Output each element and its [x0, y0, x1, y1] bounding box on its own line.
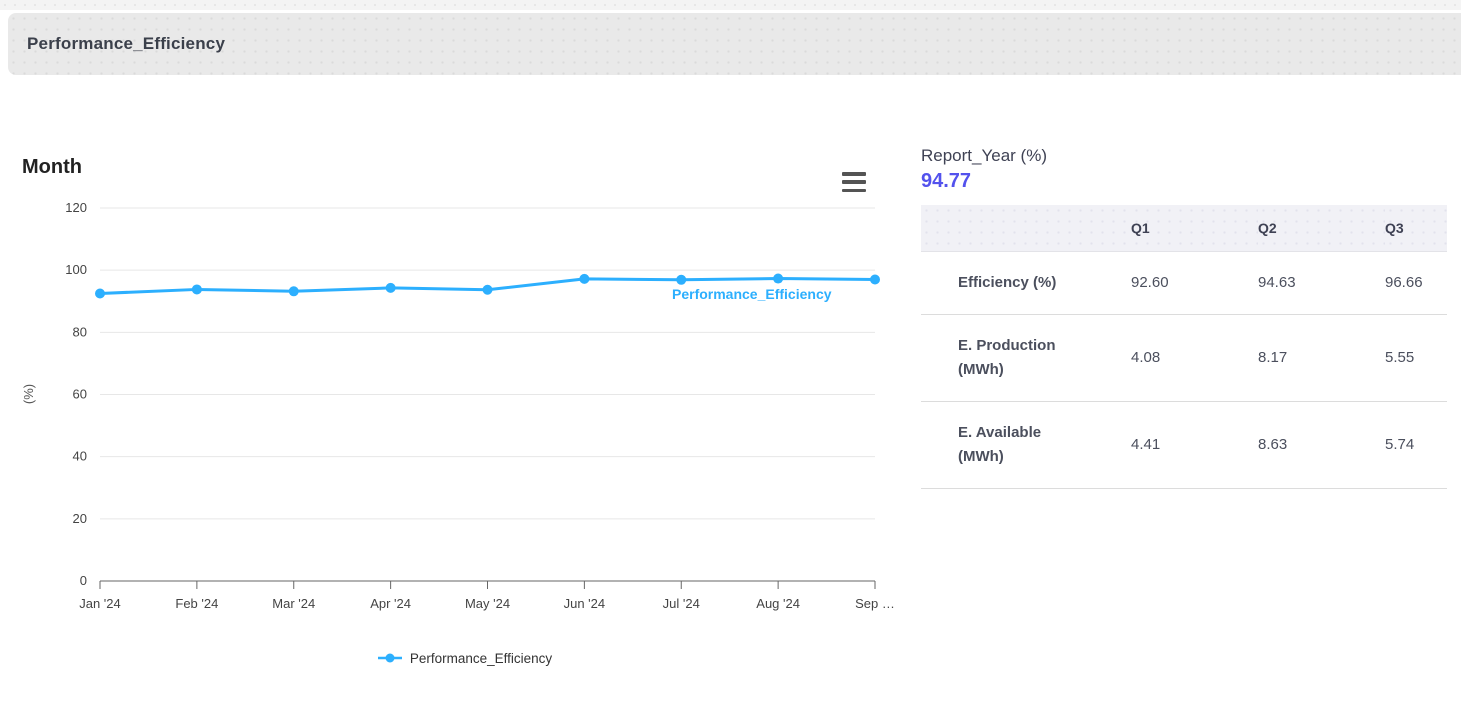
y-axis-tick-label: 120: [65, 200, 87, 215]
cell-value: 8.63: [1258, 401, 1385, 489]
y-axis-title: (%): [21, 384, 36, 404]
y-axis-tick-label: 0: [80, 573, 87, 588]
table-row: E. Production (MWh) 4.08 8.17 5.55: [921, 314, 1447, 402]
hamburger-bar: [842, 180, 866, 184]
x-axis-tick-label: Jan '24: [79, 596, 121, 611]
row-label: E. Production (MWh): [958, 337, 1056, 378]
cell-value: 8.17: [1258, 314, 1385, 402]
quarterly-report-table: Q1 Q2 Q3 Efficiency (%) 92.60 94.63 96.66 E. P…: [921, 205, 1447, 489]
data-point[interactable]: [579, 273, 590, 284]
data-point[interactable]: [385, 282, 396, 293]
hamburger-bar: [842, 172, 866, 176]
data-point[interactable]: [773, 273, 784, 284]
series-label: Performance_Efficiency: [672, 286, 832, 302]
data-point[interactable]: [95, 288, 105, 299]
cell-value: 4.08: [1131, 314, 1258, 402]
panel-header: Performance_Efficiency: [8, 13, 1461, 75]
summary-value: 94.77: [921, 170, 972, 192]
x-axis-tick-label: Sep …: [855, 596, 895, 611]
data-point[interactable]: [482, 284, 493, 295]
cell-value: 5.55: [1385, 314, 1447, 402]
chart-title: Month: [22, 156, 82, 178]
table-header-q2: Q2: [1258, 205, 1385, 252]
data-point[interactable]: [191, 284, 202, 295]
data-point[interactable]: [288, 286, 299, 297]
row-label: Efficiency (%): [958, 274, 1057, 291]
legend-marker-icon: [377, 653, 402, 663]
y-axis-tick-label: 40: [73, 449, 87, 464]
table-header-empty: [921, 205, 1131, 252]
y-axis-tick-label: 80: [73, 324, 87, 339]
cell-value: 92.60: [1131, 251, 1258, 315]
x-axis-tick-label: Aug '24: [756, 596, 800, 611]
summary-label: Report_Year (%): [921, 146, 1047, 165]
hamburger-bar: [842, 188, 866, 192]
cell-value: 5.74: [1385, 401, 1447, 489]
data-point[interactable]: [676, 274, 687, 285]
x-axis-tick-label: Feb '24: [175, 596, 218, 611]
legend-label: Performance_Efficiency: [409, 650, 553, 666]
y-axis-tick-label: 60: [73, 387, 87, 402]
table-header-q3: Q3: [1385, 205, 1447, 252]
table-header-row: Q1 Q2 Q3: [921, 205, 1447, 252]
y-axis-tick-label: 100: [65, 262, 87, 277]
x-axis-tick-label: Apr '24: [370, 596, 411, 611]
efficiency-chart-panel: Month 0 20 40 60 80 100 120 (%) Jan '24 Feb '24 Ma…: [10, 140, 920, 700]
y-axis-tick-label: 20: [73, 511, 87, 526]
x-axis-tick-label: May '24: [465, 596, 510, 611]
x-axis-tick-label: Mar '24: [272, 596, 315, 611]
top-strip: [0, 0, 1461, 10]
cell-value: 94.63: [1258, 251, 1385, 315]
data-point[interactable]: [870, 274, 880, 285]
report-summary-panel: Report_Year (%) 94.77 Q1 Q2 Q3 Efficiency …: [921, 140, 1447, 489]
cell-value: 96.66: [1385, 251, 1447, 315]
table-row: Efficiency (%) 92.60 94.63 96.66: [921, 251, 1447, 315]
x-axis-tick-label: Jul '24: [663, 596, 700, 611]
line-chart-svg: 0 20 40 60 80 100 120 (%) Jan '24 Feb '24 Mar '24 A…: [21, 200, 895, 611]
chart-context-menu-button[interactable]: [840, 170, 869, 194]
x-axis-tick-label: Jun '24: [564, 596, 606, 611]
table-row: E. Available (MWh) 4.41 8.63 5.74: [921, 401, 1447, 489]
legend-item-performance-efficiency[interactable]: Performance_Efficiency: [10, 646, 920, 670]
page-title: Performance_Efficiency: [27, 34, 226, 53]
row-label: E. Available (MWh): [958, 424, 1042, 465]
table-header-q1: Q1: [1131, 205, 1258, 252]
cell-value: 4.41: [1131, 401, 1258, 489]
